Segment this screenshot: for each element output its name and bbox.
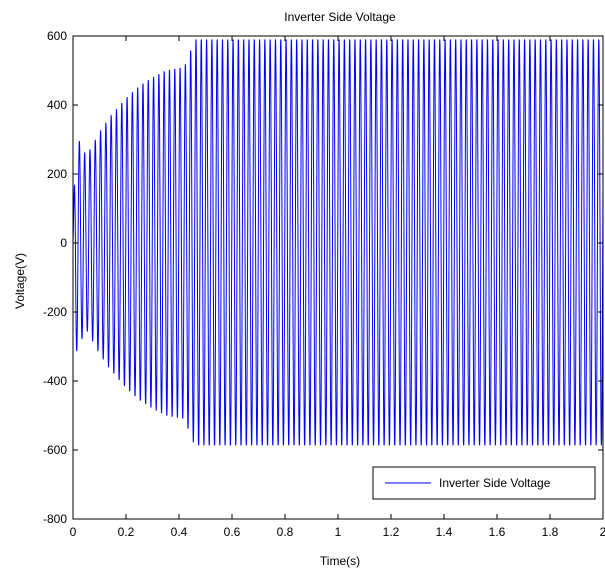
x-tick-label: 2: [600, 525, 605, 539]
y-tick-label: -600: [43, 443, 67, 457]
x-tick-label: 0.2: [118, 525, 135, 539]
x-tick-label: 1.6: [489, 525, 506, 539]
plot-area: 0 0.2 0.4 0.6 0.8 1 1.2 1.4 1.6 1.8 2 -800 -600 -400 -…: [43, 29, 605, 539]
x-tick-label: 1.4: [436, 525, 453, 539]
y-tick-label: -800: [43, 512, 67, 526]
x-tick-label: 0: [70, 525, 77, 539]
y-tick-label: -400: [43, 374, 67, 388]
legend-label: Inverter Side Voltage: [439, 476, 551, 490]
x-tick-label: 0.4: [171, 525, 188, 539]
x-tick-label: 1: [335, 525, 342, 539]
y-tick-label: 200: [47, 167, 67, 181]
x-tick-label: 0.8: [277, 525, 294, 539]
y-tick-label: 400: [47, 98, 67, 112]
x-tick-label: 1.8: [542, 525, 559, 539]
y-axis-title: Voltage(V): [13, 253, 27, 309]
series-line-0: [73, 39, 603, 446]
legend: Inverter Side Voltage: [372, 466, 596, 500]
y-tick-label: 600: [47, 29, 67, 43]
chart-title: Inverter Side Voltage: [284, 10, 396, 24]
x-axis-title: Time(s): [320, 554, 360, 568]
x-tick-label: 0.6: [224, 525, 241, 539]
y-tick-label: -200: [43, 305, 67, 319]
x-tick-label: 1.2: [383, 525, 400, 539]
y-tick-label: 0: [60, 236, 67, 250]
